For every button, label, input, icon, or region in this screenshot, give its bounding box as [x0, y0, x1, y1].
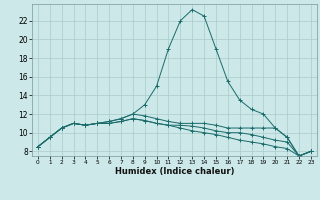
X-axis label: Humidex (Indice chaleur): Humidex (Indice chaleur): [115, 167, 234, 176]
